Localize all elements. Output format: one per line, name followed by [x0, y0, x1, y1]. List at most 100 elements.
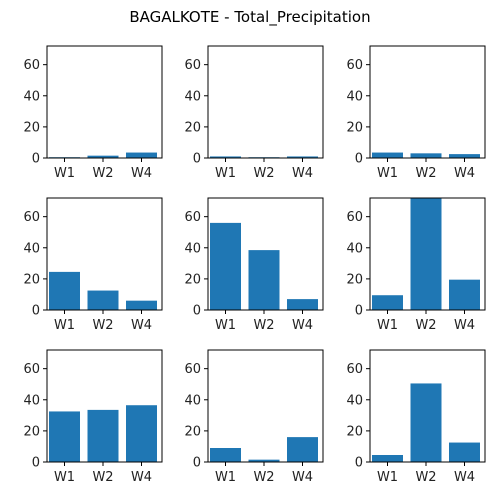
y-tick-label: 60: [184, 362, 201, 377]
y-tick-label: 40: [23, 393, 40, 408]
axes-frame: [46, 197, 163, 311]
y-tick-label: 40: [346, 393, 363, 408]
bar-w4: [287, 437, 318, 462]
bar-w2: [410, 153, 442, 158]
x-tick-label: W2: [415, 470, 436, 485]
x-tick-label: W2: [253, 166, 274, 181]
x-tick-label: W1: [377, 166, 398, 181]
subplot-7: 0 20 40 60 W1 W2 W4: [23, 349, 163, 485]
y-tick-label: 20: [184, 272, 201, 287]
x-tick-label: W4: [131, 470, 152, 485]
bar-w1: [372, 152, 403, 158]
subplot-4: 0 20 40 60 W1 W2 W4: [23, 197, 163, 333]
figure-title: BAGALKOTE - Total_Precipitation: [129, 8, 370, 27]
axes-frame: [46, 45, 163, 159]
y-tick-label: 60: [346, 210, 363, 225]
y-tick-label: 20: [184, 120, 201, 135]
y-tick-label: 0: [193, 456, 201, 471]
y-tick-label: 20: [23, 120, 40, 135]
subplot-1: 0 20 40 60 W1 W2 W4: [23, 45, 163, 181]
bar-w4: [449, 442, 480, 462]
subplot-2: 0 20 40 60 W1 W2 W4: [184, 45, 324, 181]
bar-w4: [449, 279, 480, 310]
subplot-9: 0 20 40 60 W1 W2 W4: [346, 349, 486, 485]
axes-frame: [46, 349, 163, 463]
bar-w2: [248, 250, 280, 310]
y-tick-label: 60: [23, 210, 40, 225]
x-tick-label: W4: [454, 166, 475, 181]
y-tick-label: 60: [23, 58, 40, 73]
y-tick-label: 40: [346, 241, 363, 256]
bar-w1: [210, 156, 241, 158]
y-tick-label: 60: [346, 58, 363, 73]
axes-frame: [207, 349, 324, 463]
y-tick-label: 0: [32, 152, 40, 167]
bar-w1: [210, 222, 241, 310]
y-tick-label: 0: [193, 304, 201, 319]
x-tick-label: W1: [377, 318, 398, 333]
bar-w2: [248, 459, 280, 462]
y-tick-label: 0: [355, 304, 363, 319]
bar-w2: [410, 383, 442, 462]
x-tick-label: W4: [292, 470, 313, 485]
axes-frame: [369, 349, 486, 463]
x-tick-label: W1: [54, 166, 75, 181]
y-tick-label: 40: [184, 241, 201, 256]
subplot-5: 0 20 40 60 W1 W2 W4: [184, 197, 324, 333]
x-tick-label: W1: [54, 470, 75, 485]
y-tick-label: 0: [32, 456, 40, 471]
x-tick-label: W4: [454, 470, 475, 485]
x-tick-label: W4: [454, 318, 475, 333]
subplot-8: 0 20 40 60 W1 W2 W4: [184, 349, 324, 485]
x-tick-label: W4: [292, 166, 313, 181]
x-tick-label: W1: [54, 318, 75, 333]
y-tick-label: 20: [346, 120, 363, 135]
bar-w4: [126, 300, 157, 310]
axes-frame: [207, 197, 324, 311]
y-tick-label: 40: [23, 241, 40, 256]
bar-w1: [372, 455, 403, 462]
axes-frame: [207, 45, 324, 159]
y-tick-label: 20: [23, 424, 40, 439]
y-tick-label: 40: [346, 89, 363, 104]
y-tick-label: 0: [193, 152, 201, 167]
bar-w2: [87, 409, 119, 462]
y-tick-label: 20: [23, 272, 40, 287]
x-tick-label: W4: [131, 166, 152, 181]
axes-frame: [369, 45, 486, 159]
x-tick-label: W2: [253, 318, 274, 333]
subplot-3: 0 20 40 60 W1 W2 W4: [346, 45, 486, 181]
bar-w1: [210, 448, 241, 462]
y-tick-label: 40: [184, 393, 201, 408]
y-tick-label: 20: [184, 424, 201, 439]
y-tick-label: 0: [32, 304, 40, 319]
x-tick-label: W2: [92, 166, 113, 181]
bar-w1: [49, 271, 80, 310]
axes-frame: [369, 197, 486, 311]
bar-w2: [87, 155, 119, 158]
x-tick-label: W4: [292, 318, 313, 333]
bar-w4: [449, 154, 480, 158]
y-tick-label: 0: [355, 456, 363, 471]
y-tick-label: 20: [346, 272, 363, 287]
y-tick-label: 0: [355, 152, 363, 167]
x-tick-label: W1: [215, 166, 236, 181]
bar-w4: [287, 156, 318, 158]
y-tick-label: 60: [346, 362, 363, 377]
y-tick-label: 40: [184, 89, 201, 104]
x-tick-label: W1: [215, 318, 236, 333]
y-tick-label: 60: [184, 58, 201, 73]
y-tick-label: 60: [184, 210, 201, 225]
y-tick-label: 60: [23, 362, 40, 377]
bar-w1: [372, 295, 403, 310]
x-tick-label: W2: [415, 166, 436, 181]
bar-w2: [87, 290, 119, 310]
x-tick-label: W1: [377, 470, 398, 485]
x-tick-label: W4: [131, 318, 152, 333]
y-tick-label: 40: [23, 89, 40, 104]
bar-w4: [126, 152, 157, 158]
y-tick-label: 20: [346, 424, 363, 439]
x-tick-label: W2: [415, 318, 436, 333]
